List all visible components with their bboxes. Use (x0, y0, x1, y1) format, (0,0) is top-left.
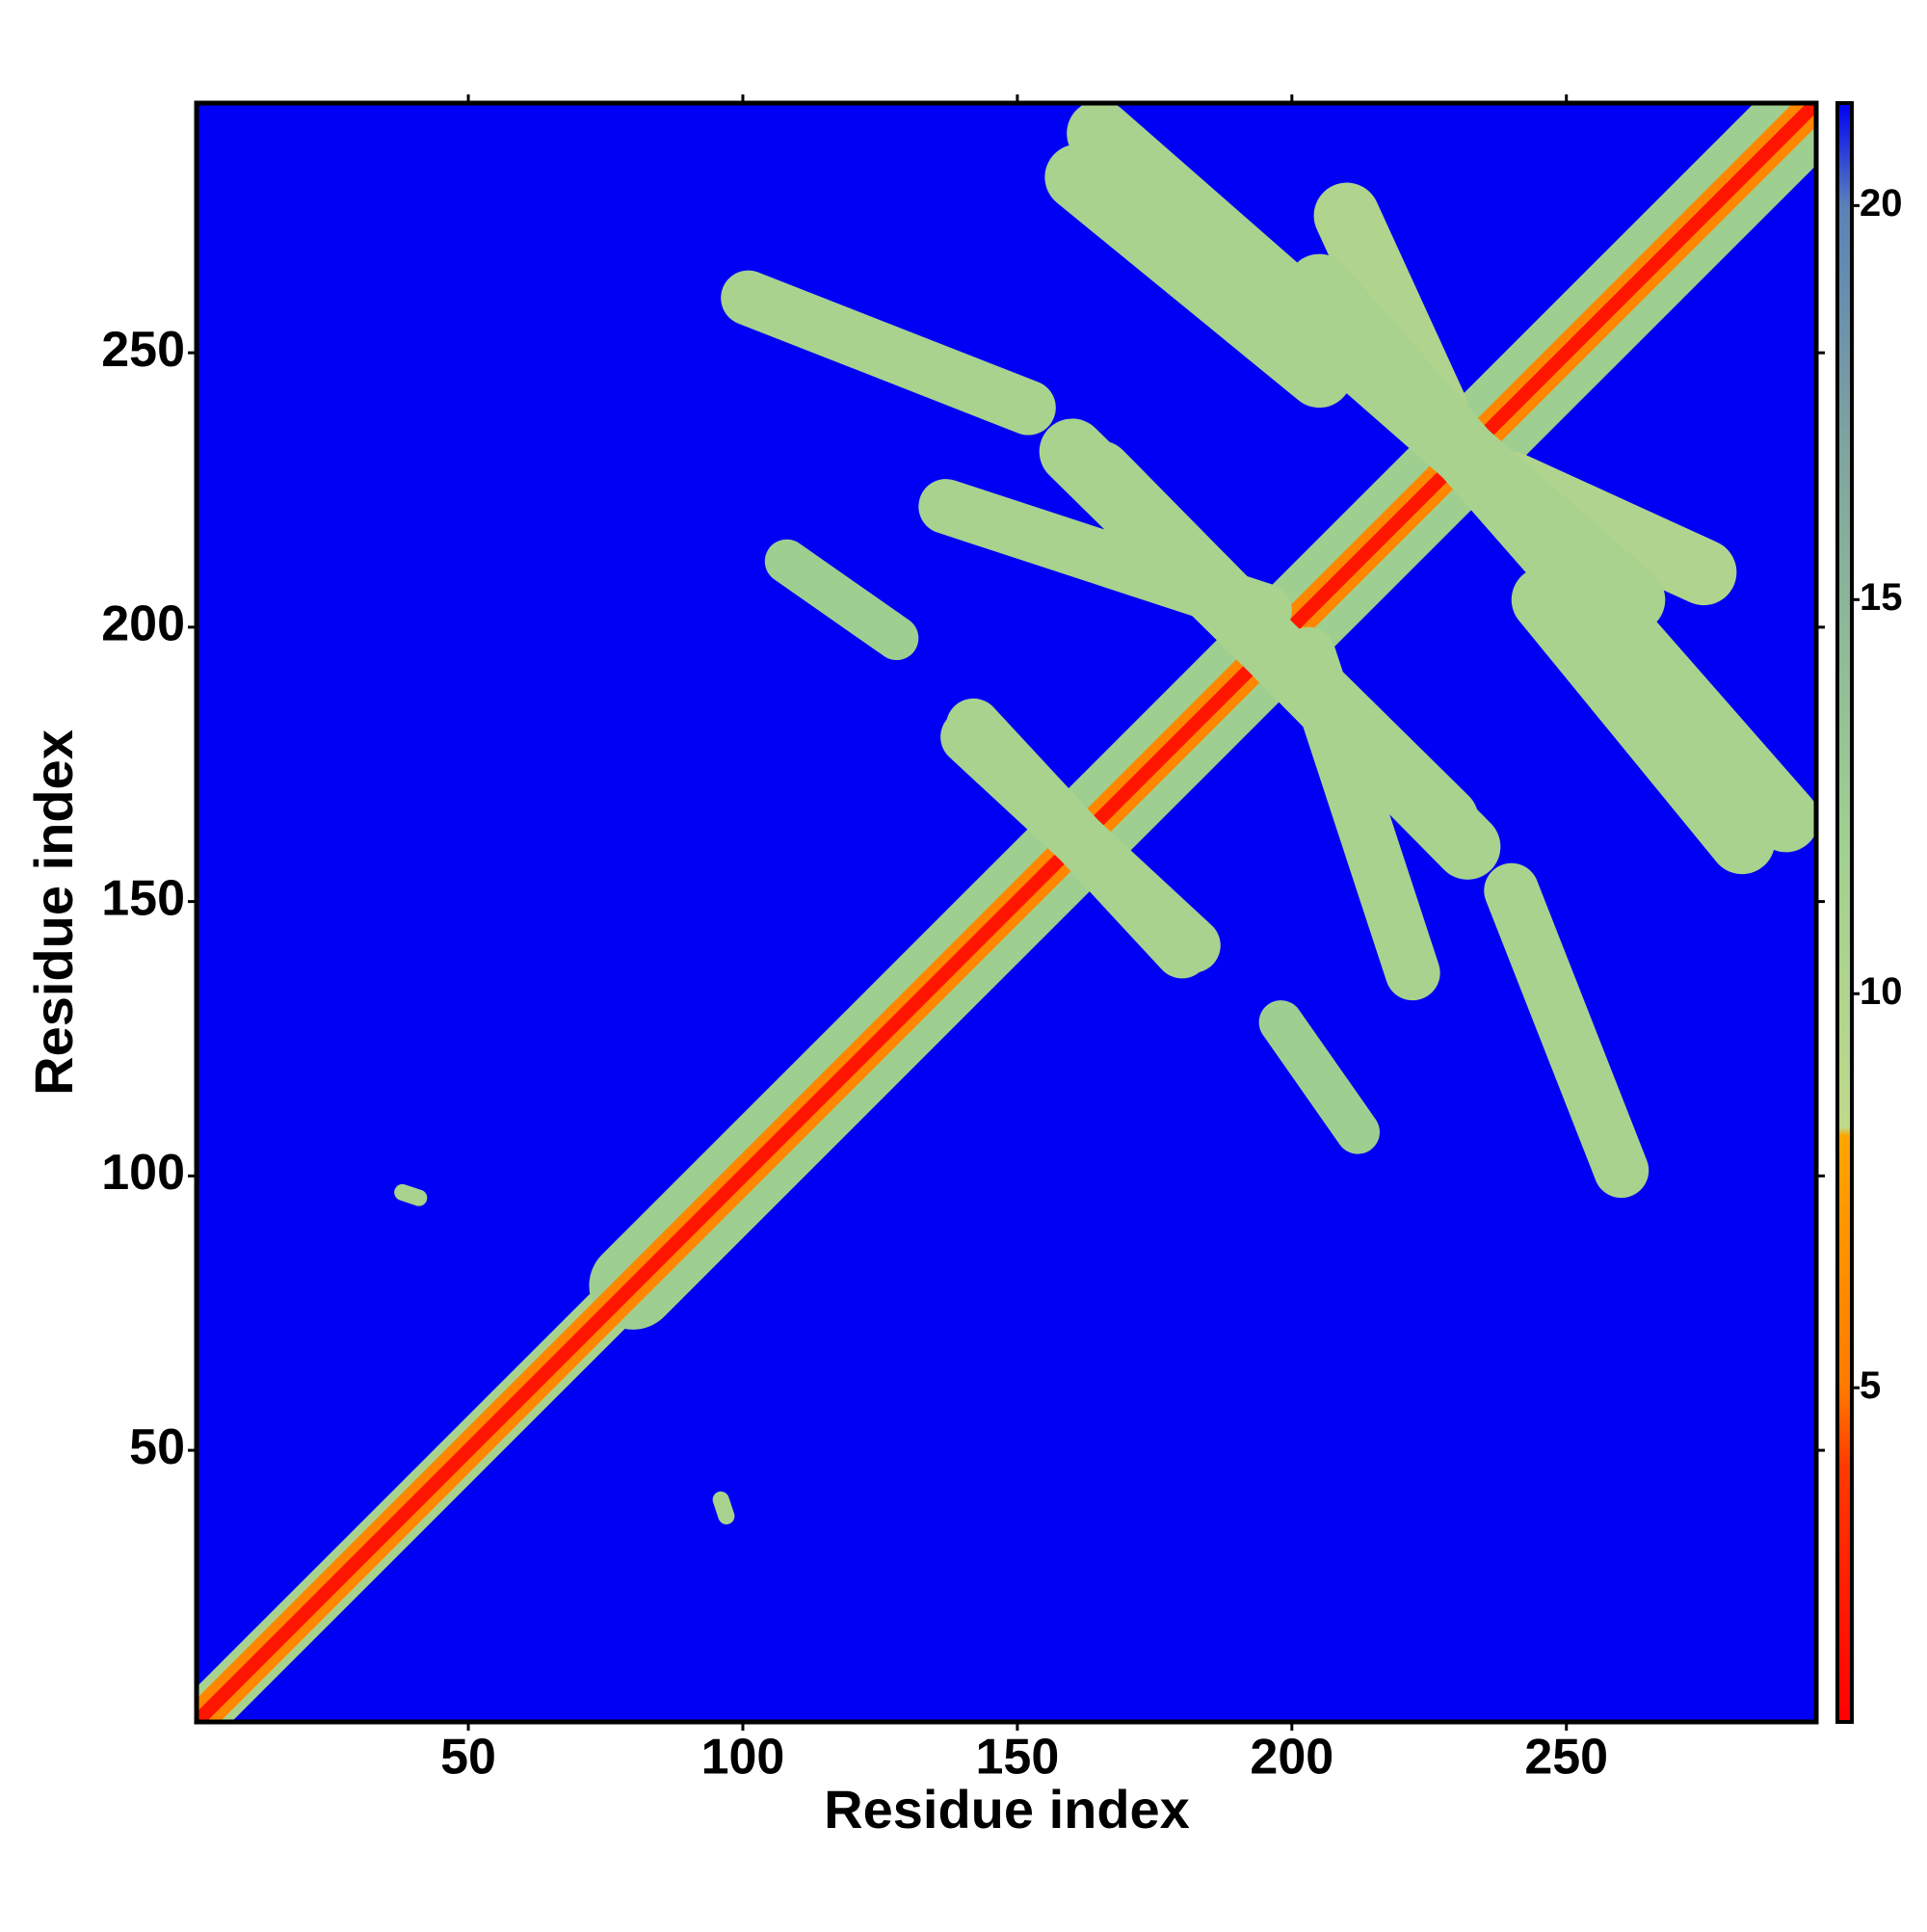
y-tick-label: 50 (129, 1419, 185, 1475)
contact-region-mirror (1484, 862, 1650, 1199)
contact-region (721, 270, 1056, 436)
plot-frame (194, 100, 1819, 1725)
x-tick-label: 200 (1250, 1730, 1333, 1786)
contact-region-mirror (712, 1491, 735, 1524)
contact-region-mirror (1039, 418, 1479, 853)
colorbar-tick-label: 15 (1860, 576, 1903, 619)
contact-region-mirror (1511, 567, 1776, 875)
colorbar-tick-label: 5 (1860, 1364, 1881, 1407)
x-tick-label: 100 (701, 1730, 785, 1786)
x-axis-title: Residue index (824, 1779, 1190, 1839)
y-tick-label: 250 (101, 322, 185, 378)
y-axis-title: Residue index (23, 729, 84, 1096)
heatmap (197, 103, 1816, 1722)
contact-region (1044, 144, 1353, 409)
contact-region (197, 103, 1816, 1722)
x-tick-label: 50 (440, 1730, 496, 1786)
x-tick-label: 150 (976, 1730, 1060, 1786)
colorbar (1835, 101, 1854, 1724)
y-tick-label: 150 (101, 870, 185, 926)
contact-region-mirror (1067, 103, 1666, 633)
contact-region-mirror (945, 698, 1210, 979)
colorbar-tick-label: 10 (1860, 970, 1903, 1013)
y-tick-label: 100 (101, 1145, 185, 1201)
colorbar-tick-label: 20 (1860, 182, 1903, 225)
y-tick-label: 200 (101, 596, 185, 652)
x-tick-label: 250 (1524, 1730, 1608, 1786)
contact-region (764, 539, 919, 661)
contact-region-mirror (1258, 1000, 1380, 1154)
contact-region (394, 1183, 428, 1206)
